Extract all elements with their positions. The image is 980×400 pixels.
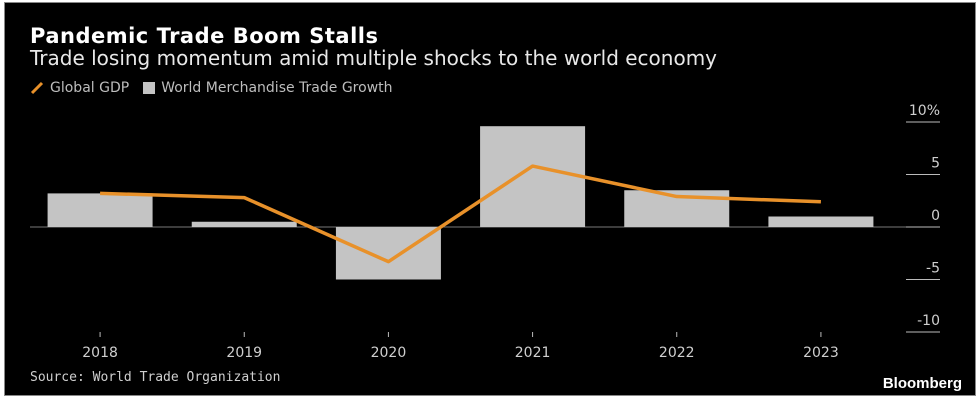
x-tick-label: 2023 [803, 345, 839, 361]
x-tick-label: 2021 [515, 345, 551, 361]
y-tick-label: 5 [931, 156, 940, 172]
gdp-line [100, 164, 821, 264]
y-tick-label: 0 [931, 208, 940, 224]
trade-bar-2021 [480, 126, 586, 227]
legend-label-trade: World Merchandise Trade Growth [161, 80, 393, 96]
trade-bar-2023 [768, 216, 874, 227]
x-tick-label: 2019 [226, 345, 262, 361]
x-tick-label: 2022 [659, 345, 695, 361]
trade-bar-2020 [335, 227, 441, 280]
legend-label-gdp: Global GDP [50, 80, 130, 96]
y-tick-label: -10 [917, 313, 940, 329]
bar-swatch-icon [143, 82, 156, 94]
chart-title: Pandemic Trade Boom Stalls [30, 24, 379, 48]
legend-item-gdp: Global GDP [30, 80, 129, 96]
brand-logo: Bloomberg [882, 375, 962, 392]
chart-subtitle: Trade losing momentum amid multiple shoc… [30, 46, 718, 70]
legend: Global GDP World Merchandise Trade Growt… [30, 80, 407, 96]
x-tick-label: 2018 [82, 345, 118, 361]
y-tick-label: 10% [909, 103, 940, 119]
line-swatch-icon [30, 81, 44, 95]
y-tick-label: -5 [926, 261, 940, 277]
trade-bar-2019 [191, 221, 297, 227]
source-note: Source: World Trade Organization [30, 370, 281, 385]
trade-bar-2018 [47, 193, 153, 227]
legend-item-trade: World Merchandise Trade Growth [143, 80, 393, 96]
x-tick-label: 2020 [371, 345, 407, 361]
